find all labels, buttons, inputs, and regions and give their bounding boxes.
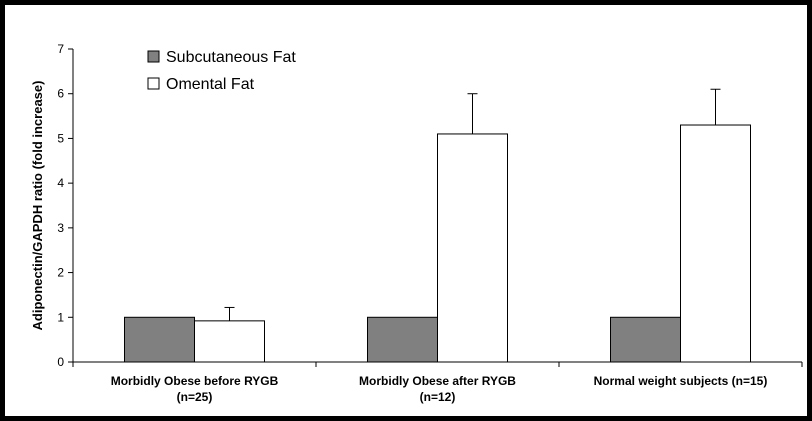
y-tick-label: 7 xyxy=(57,42,64,56)
bar-subcutaneous xyxy=(367,316,438,363)
y-tick-label: 0 xyxy=(57,355,64,369)
y-axis-label: Adiponectin/GAPDH ratio (fold increase) xyxy=(30,81,45,331)
y-tick-label: 4 xyxy=(57,176,64,190)
bar-omental xyxy=(437,133,508,363)
y-tick-label: 1 xyxy=(57,310,64,324)
y-tick-label: 2 xyxy=(57,266,64,280)
bar-subcutaneous xyxy=(610,316,681,363)
legend-label-subcutaneous: Subcutaneous Fat xyxy=(166,49,296,66)
y-tick-label: 6 xyxy=(57,87,64,101)
x-category-label: Morbidly Obese before RYGB xyxy=(111,374,279,388)
x-category-label: (n=12) xyxy=(420,390,456,404)
x-category-label: (n=25) xyxy=(177,390,213,404)
legend-swatch-omental xyxy=(147,77,160,90)
legend: Subcutaneous Fat Omental Fat xyxy=(147,49,296,93)
y-tick-label: 5 xyxy=(57,131,64,145)
x-category-label: Normal weight subjects (n=15) xyxy=(594,374,768,388)
bar-subcutaneous xyxy=(124,316,195,363)
x-category-label: Morbidly Obese after RYGB xyxy=(359,374,516,388)
bar-omental xyxy=(194,320,265,363)
y-tick-label: 3 xyxy=(57,221,64,235)
legend-label-omental: Omental Fat xyxy=(166,76,255,93)
legend-swatch-subcutaneous xyxy=(147,50,160,63)
bars xyxy=(124,88,751,363)
bar-omental xyxy=(680,124,751,363)
